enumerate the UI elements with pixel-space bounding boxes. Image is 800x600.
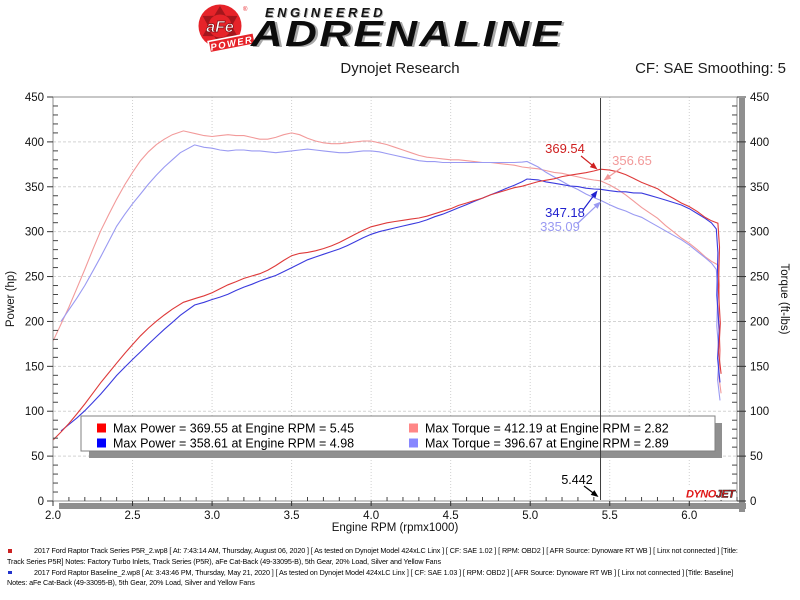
power-tick-label: 300 — [25, 227, 44, 239]
run-info-afe: 2017 Ford Raptor Track Series P5R_2.wp8 … — [0, 546, 798, 568]
legend-swatch-icon — [97, 438, 106, 448]
svg-text:®: ® — [243, 6, 248, 13]
baseline-torque-curve — [60, 144, 721, 401]
afe-torque-curve — [52, 130, 722, 394]
axis-titles: Power (hp) Torque (ft-lbs) Engine RPM (rpm… — [5, 264, 790, 534]
svg-text:DYNOJET: DYNOJET — [686, 489, 736, 501]
x-tick-label: 5.0 — [522, 510, 538, 522]
run-info-footer: 2017 Ford Raptor Track Series P5R_2.wp8 … — [0, 546, 798, 589]
x-tick-label: 3.0 — [204, 510, 220, 522]
baseline-power-curve — [60, 178, 721, 432]
x-tick-label: 5.5 — [602, 510, 618, 522]
run-info-line: Track Series P5R] Notes: Factory Turbo I… — [7, 556, 441, 566]
plot-frame — [52, 96, 746, 512]
x-tick-label: 2.5 — [125, 510, 141, 522]
torque-axis-title: Torque (ft-lbs) — [778, 264, 790, 335]
smoothing-label: CF: SAE Smoothing: 5 — [635, 60, 786, 77]
legend-entry: Max Torque = 412.19 at Engine RPM = 2.82 — [425, 422, 669, 436]
cursor-rpm-label: 5.442 — [561, 473, 592, 487]
x-tick-label: 4.5 — [443, 510, 459, 522]
torque-tick-label: 350 — [750, 182, 769, 194]
power-tick-label: 0 — [38, 496, 44, 508]
x-tick-label: 4.0 — [363, 510, 379, 522]
run-info-line: Notes: aFe Cat-Back (49-33095-B), 5th Ge… — [7, 578, 255, 588]
page-title: Dynojet Research — [340, 60, 460, 77]
x-tick-label: 3.5 — [284, 510, 300, 522]
torque-tick-label: 0 — [750, 496, 756, 508]
x-tick-label: 2.0 — [45, 510, 61, 522]
power-tick-label: 350 — [25, 182, 44, 194]
power-tick-label: 150 — [25, 361, 44, 373]
run-marker-red-icon — [8, 549, 12, 553]
power-axis-title: Power (hp) — [5, 271, 17, 327]
cursor-value-label: 369.54 — [545, 141, 585, 156]
torque-tick-label: 200 — [750, 316, 769, 328]
power-tick-label: 250 — [25, 272, 44, 284]
legend-swatch-icon — [409, 423, 418, 433]
rpm-axis-title: Engine RPM (rpmx1000) — [332, 522, 459, 534]
power-tick-label: 100 — [25, 406, 44, 418]
afe-power-logo: aFe ® POWER — [192, 3, 258, 54]
cursor-value-label: 347.18 — [545, 205, 585, 220]
run-info-line: 2017 Ford Raptor Baseline_2.wp8 [ At: 3:… — [34, 567, 734, 577]
power-tick-label: 450 — [25, 92, 44, 104]
torque-tick-label: 100 — [750, 406, 769, 418]
torque-tick-label: 50 — [750, 451, 763, 463]
legend-entry: Max Power = 358.61 at Engine RPM = 4.98 — [113, 437, 354, 451]
power-tick-label: 200 — [25, 316, 44, 328]
legend-box: Max Power = 369.55 at Engine RPM = 5.45M… — [80, 415, 722, 458]
cursor-value-label: 356.65 — [612, 153, 652, 168]
torque-tick-label: 250 — [750, 272, 769, 284]
run-marker-blue-icon — [8, 570, 12, 575]
torque-tick-label: 300 — [750, 227, 769, 239]
afe-power-curve — [52, 168, 722, 441]
brand-engineered: ENGINEERED — [265, 5, 386, 20]
x-tick-label: 6.0 — [681, 510, 697, 522]
legend-entry: Max Power = 369.55 at Engine RPM = 5.45 — [113, 422, 354, 436]
torque-tick-label: 150 — [750, 361, 769, 373]
legend-swatch-icon — [409, 438, 418, 448]
torque-tick-label: 450 — [750, 92, 769, 104]
torque-tick-label: 400 — [750, 137, 769, 149]
svg-text:aFe: aFe — [206, 19, 234, 36]
legend-swatch-icon — [97, 423, 106, 433]
dynojet-watermark: DYNOJET — [684, 487, 737, 501]
afe-logo-icon: aFe ® POWER — [198, 4, 257, 54]
power-tick-label: 50 — [31, 451, 44, 463]
axis-ticks: 2.0 2.5 3.0 3.5 4.0 4.5 5.0 5.5 6.0 0 0 50 50 100 100 1… — [25, 92, 769, 522]
run-info-baseline: 2017 Ford Raptor Baseline_2.wp8 [ At: 3:… — [0, 568, 798, 590]
cursor-value-label: 335.09 — [540, 219, 580, 234]
brand-adrenaline: ADRENALINE — [251, 13, 564, 54]
run-info-line: 2017 Ford Raptor Track Series P5R_2.wp8 … — [34, 546, 738, 555]
dyno-curves — [52, 130, 722, 441]
power-tick-label: 400 — [25, 137, 44, 149]
legend-entry: Max Torque = 396.67 at Engine RPM = 2.89 — [425, 437, 669, 451]
